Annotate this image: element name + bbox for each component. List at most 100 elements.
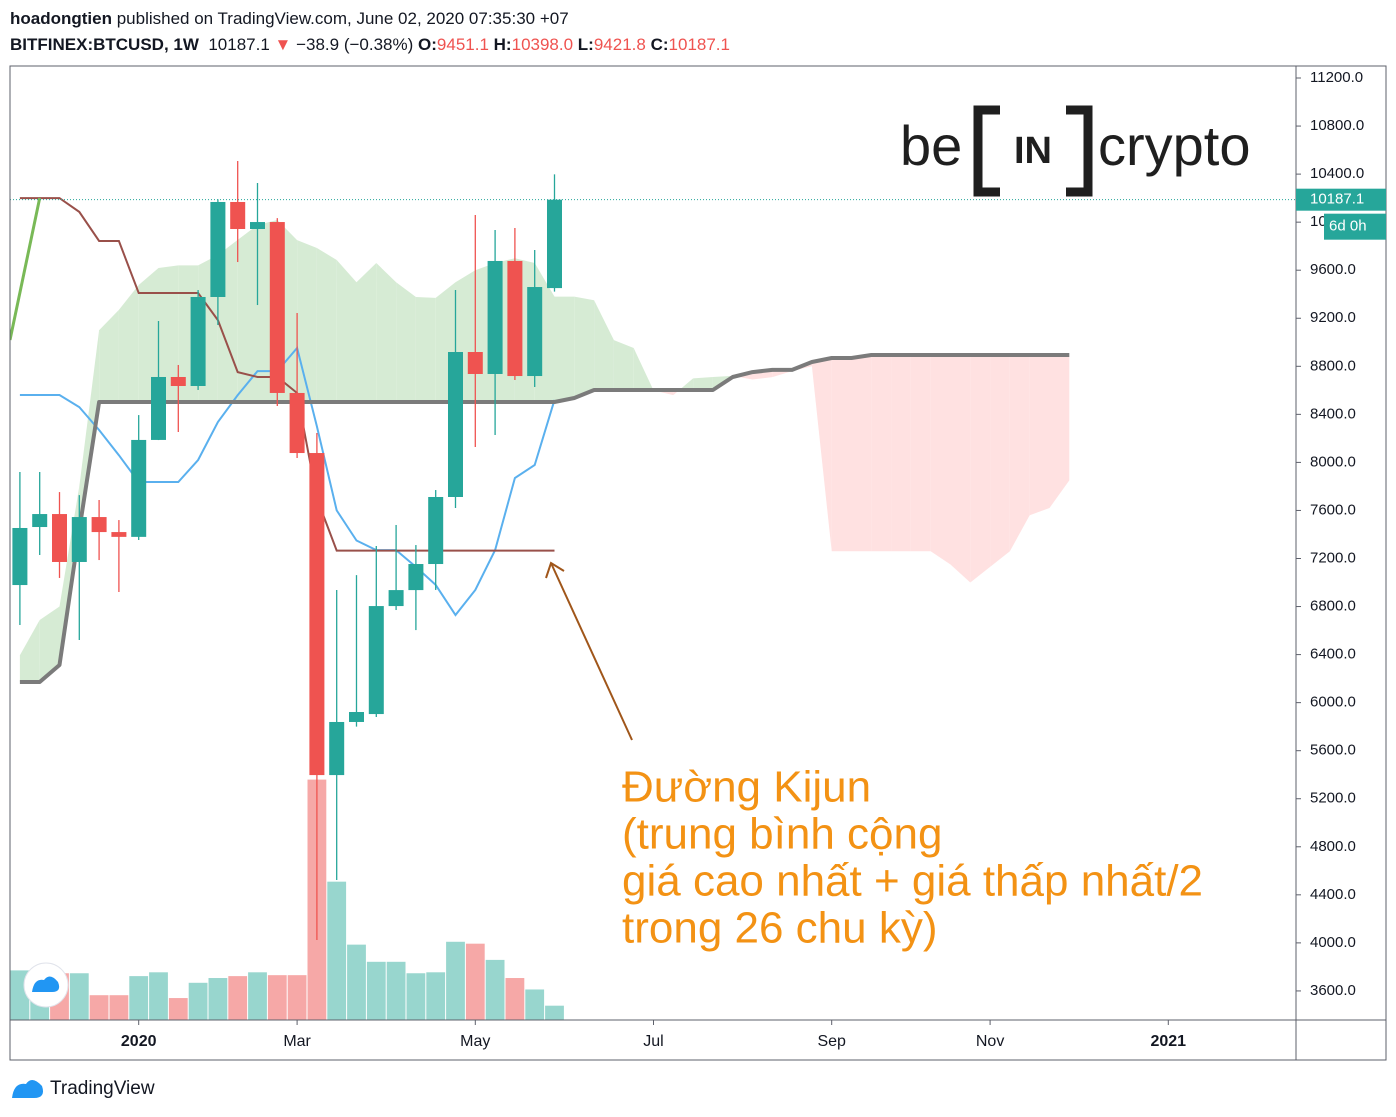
indicator-line — [19, 197, 555, 552]
volume-bar — [267, 975, 287, 1020]
cloud-segment — [99, 309, 119, 402]
volume-bar — [248, 972, 267, 1020]
annotation-line: Đường Kijun — [622, 763, 871, 812]
candle-body — [289, 392, 305, 454]
last-price: 10187.1 — [208, 35, 270, 54]
plot-area — [10, 161, 1296, 1020]
author: hoadongtien — [10, 9, 112, 28]
cloud-segment — [237, 224, 258, 402]
y-tick-label: 8800.0 — [1310, 357, 1356, 374]
logo-left: be — [900, 114, 962, 177]
price-label-box — [1296, 188, 1386, 211]
cloud-segment — [693, 376, 713, 390]
cloud-segment — [316, 247, 337, 402]
cloud-segment — [297, 240, 317, 402]
y-tick-label: 9200.0 — [1310, 309, 1356, 326]
cloud-segment — [891, 355, 911, 552]
x-tick-label: Jul — [643, 1033, 663, 1050]
volume-bar — [208, 978, 228, 1020]
annotation-line: (trung bình cộng — [622, 810, 942, 859]
volume-bar — [426, 972, 446, 1020]
candle-body — [131, 439, 147, 537]
candle-body — [309, 453, 325, 776]
candle-body — [546, 199, 562, 289]
change-arrow: ▼ — [274, 35, 292, 54]
volume-bar — [228, 976, 248, 1020]
countdown: 6d 0h — [1329, 218, 1367, 235]
change: −38.9 (−0.38%) — [296, 35, 414, 54]
candle-body — [368, 606, 384, 715]
candle-body — [170, 376, 186, 387]
volume-bar — [446, 941, 465, 1020]
volume-bar — [505, 978, 525, 1020]
volume-bar — [406, 973, 426, 1020]
y-tick-label: 4000.0 — [1310, 934, 1356, 951]
o-value: 9451.1 — [436, 35, 489, 54]
annotation-line: trong 26 chu kỳ) — [622, 904, 938, 953]
header-line-2: BITFINEX:BTCUSD, 1W 10187.1 ▼ −38.9 (−0.… — [10, 32, 730, 58]
candle-body — [527, 287, 543, 377]
countdown-box — [1324, 213, 1386, 240]
volume-bar — [89, 995, 109, 1020]
y-tick-label: 6800.0 — [1310, 598, 1356, 615]
c-value: 10187.1 — [668, 35, 730, 54]
candle-body — [210, 201, 226, 297]
y-tick-label: 4800.0 — [1310, 838, 1356, 855]
y-tick-label: 3600.0 — [1310, 982, 1356, 999]
annotation-arrow — [550, 562, 633, 741]
volume-bar — [129, 976, 149, 1020]
candle-body — [150, 376, 166, 440]
candle-body — [190, 296, 206, 387]
y-tick-label: 11200.0 — [1310, 69, 1363, 86]
volume-bar — [525, 989, 545, 1020]
x-tick-label: 2021 — [1150, 1033, 1186, 1050]
volume-bar — [287, 975, 307, 1020]
cloud-segment — [950, 355, 971, 583]
price-label: 10187.1 — [1310, 191, 1364, 208]
y-tick-label: 6400.0 — [1310, 646, 1356, 663]
volume-bar — [485, 959, 505, 1020]
annotation-arrowhead — [545, 561, 565, 579]
cloud-segment — [19, 619, 40, 682]
footer: TradingView — [50, 1078, 155, 1099]
cloud-segment — [376, 262, 397, 402]
volume-bar — [386, 961, 406, 1020]
volume-bar — [327, 881, 347, 1020]
x-tick-label: Mar — [283, 1033, 311, 1050]
overlay: 3600.0 4000.0 4400.0 4800.0 5200.0 5600.0 6000… — [9, 65, 1387, 1099]
candle-body — [447, 352, 463, 497]
cloud-segment — [396, 282, 416, 402]
volume-bar — [366, 961, 386, 1020]
candle-body — [329, 721, 345, 776]
candle-body — [51, 514, 67, 562]
leading-span-b — [19, 353, 1070, 684]
volume-bar — [188, 982, 208, 1020]
x-tick-label: 2020 — [121, 1033, 157, 1050]
cloud-segment — [79, 330, 100, 531]
y-tick-label: 4400.0 — [1310, 886, 1356, 903]
logo-middle: IN — [1014, 130, 1052, 172]
candle-body — [32, 514, 48, 528]
annotation-line: giá cao nhất + giá thấp nhất/2 — [622, 857, 1203, 906]
volume-bar — [347, 944, 366, 1020]
cloud-segment — [851, 355, 872, 552]
footer-icon — [12, 1079, 43, 1098]
cloud-segment — [336, 259, 357, 402]
cloud-segment — [1009, 355, 1030, 552]
h-key: H: — [493, 35, 512, 54]
candle-body — [467, 352, 483, 374]
candle-body — [487, 260, 503, 374]
watermark-glyph — [32, 976, 60, 992]
cloud-segment — [613, 340, 634, 390]
cloud-segment — [39, 606, 60, 682]
header: hoadongtien published on TradingView.com… — [10, 6, 730, 58]
volume-bar — [168, 998, 188, 1020]
candle-body — [249, 222, 265, 230]
volume-bar — [69, 973, 89, 1020]
symbol: BITFINEX:BTCUSD, 1W — [10, 35, 199, 54]
published: published on TradingView.com, June 02, 2… — [116, 9, 569, 28]
cloud-segment — [811, 358, 832, 552]
y-tick-label: 6000.0 — [1310, 694, 1356, 711]
candle-body — [348, 712, 364, 722]
